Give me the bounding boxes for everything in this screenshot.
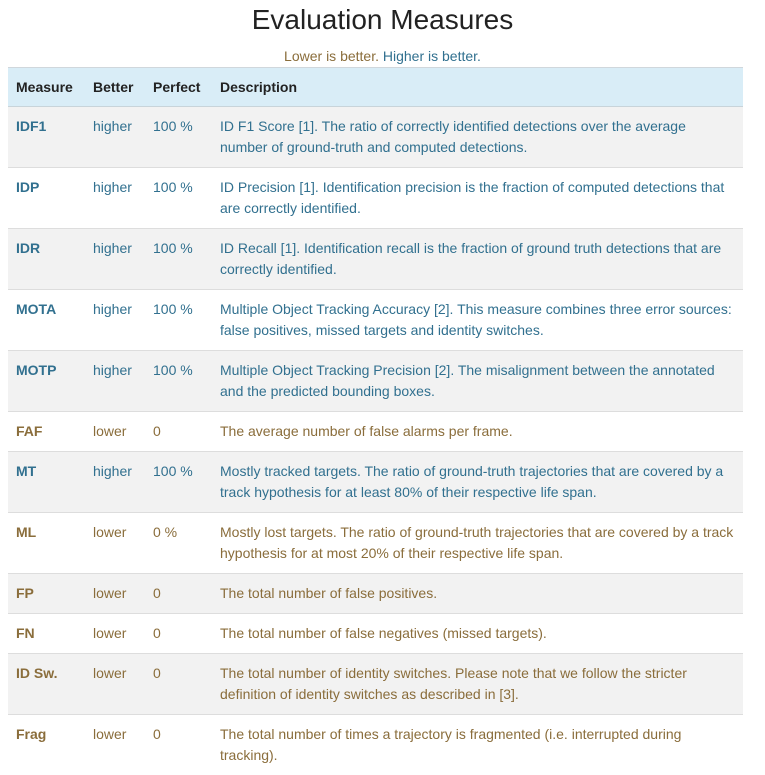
cell-better: higher bbox=[85, 452, 145, 513]
cell-perfect: 100 % bbox=[145, 229, 212, 290]
cell-description: The total number of false negatives (mis… bbox=[212, 614, 743, 654]
cell-perfect: 0 bbox=[145, 574, 212, 614]
cell-description: The total number of identity switches. P… bbox=[212, 654, 743, 715]
cell-better: higher bbox=[85, 107, 145, 168]
cell-better: lower bbox=[85, 574, 145, 614]
cell-perfect: 100 % bbox=[145, 168, 212, 229]
cell-better: lower bbox=[85, 412, 145, 452]
cell-measure: MOTP bbox=[8, 351, 85, 412]
cell-description: ID Recall [1]. Identification recall is … bbox=[212, 229, 743, 290]
cell-measure: FP bbox=[8, 574, 85, 614]
cell-measure: FAF bbox=[8, 412, 85, 452]
cell-measure: MOTA bbox=[8, 290, 85, 351]
legend-higher: Higher is better. bbox=[383, 48, 481, 64]
cell-perfect: 0 % bbox=[145, 513, 212, 574]
cell-description: The total number of false positives. bbox=[212, 574, 743, 614]
cell-perfect: 100 % bbox=[145, 290, 212, 351]
page-title: Evaluation Measures bbox=[0, 0, 765, 44]
cell-description: ID F1 Score [1]. The ratio of correctly … bbox=[212, 107, 743, 168]
cell-description: Multiple Object Tracking Accuracy [2]. T… bbox=[212, 290, 743, 351]
legend-lower: Lower is better. bbox=[284, 48, 379, 64]
table-header-row: Measure Better Perfect Description bbox=[8, 68, 743, 107]
cell-better: lower bbox=[85, 654, 145, 715]
header-measure: Measure bbox=[8, 68, 85, 107]
cell-description: ID Precision [1]. Identification precisi… bbox=[212, 168, 743, 229]
header-better: Better bbox=[85, 68, 145, 107]
cell-perfect: 100 % bbox=[145, 107, 212, 168]
header-perfect: Perfect bbox=[145, 68, 212, 107]
cell-perfect: 0 bbox=[145, 614, 212, 654]
cell-description: Mostly tracked targets. The ratio of gro… bbox=[212, 452, 743, 513]
cell-description: Mostly lost targets. The ratio of ground… bbox=[212, 513, 743, 574]
cell-measure: MT bbox=[8, 452, 85, 513]
cell-measure: IDP bbox=[8, 168, 85, 229]
cell-measure: Frag bbox=[8, 715, 85, 775]
cell-better: lower bbox=[85, 614, 145, 654]
cell-description: The average number of false alarms per f… bbox=[212, 412, 743, 452]
cell-measure: FN bbox=[8, 614, 85, 654]
cell-better: higher bbox=[85, 351, 145, 412]
cell-measure: IDF1 bbox=[8, 107, 85, 168]
cell-measure: IDR bbox=[8, 229, 85, 290]
table-header: Measure Better Perfect Description bbox=[8, 68, 743, 107]
cell-perfect: 0 bbox=[145, 715, 212, 775]
cell-measure: ML bbox=[8, 513, 85, 574]
cell-perfect: 0 bbox=[145, 654, 212, 715]
legend: Lower is better. Higher is better. bbox=[0, 47, 765, 67]
cell-description: The total number of times a trajectory i… bbox=[212, 715, 743, 775]
header-description: Description bbox=[212, 68, 743, 107]
cell-perfect: 100 % bbox=[145, 452, 212, 513]
cell-perfect: 0 bbox=[145, 412, 212, 452]
cell-measure: ID Sw. bbox=[8, 654, 85, 715]
cell-better: lower bbox=[85, 513, 145, 574]
cell-better: higher bbox=[85, 168, 145, 229]
cell-better: lower bbox=[85, 715, 145, 775]
cell-description: Multiple Object Tracking Precision [2]. … bbox=[212, 351, 743, 412]
cell-better: higher bbox=[85, 229, 145, 290]
cell-perfect: 100 % bbox=[145, 351, 212, 412]
cell-better: higher bbox=[85, 290, 145, 351]
